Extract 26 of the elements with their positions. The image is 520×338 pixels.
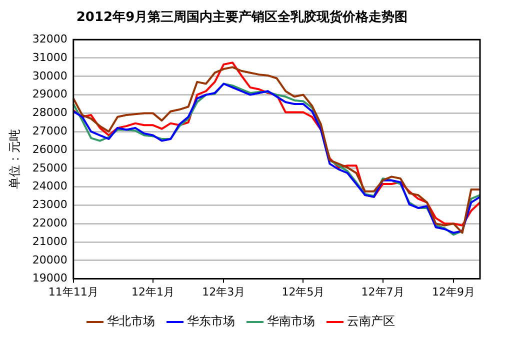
y-axis-title: 单位：元吨 (7, 129, 22, 190)
y-tick-label: 30000 (32, 69, 68, 82)
chart-title: 2012年9月第三周国内主要产销区全乳胶现货价格走势图 (76, 9, 408, 26)
y-tick-label: 22000 (32, 216, 68, 230)
y-tick-label: 21000 (32, 234, 68, 248)
y-tick-label: 29000 (32, 88, 68, 101)
y-tick-label: 19000 (32, 272, 68, 285)
x-tick-label: 12年7月 (361, 285, 404, 298)
legend-label: 云南产区 (347, 314, 395, 328)
x-tick-label: 12年9月 (432, 285, 475, 298)
legend-label: 华南市场 (267, 314, 315, 328)
y-tick-label: 25000 (32, 161, 68, 174)
y-tick-label: 23000 (32, 198, 68, 212)
legend-label: 华北市场 (107, 314, 155, 328)
x-tick-label: 11年11月 (48, 285, 98, 298)
y-tick-label: 20000 (32, 253, 68, 266)
y-tick-label: 27000 (32, 124, 68, 138)
x-tick-label: 12年5月 (282, 285, 325, 298)
y-tick-label: 31000 (32, 50, 68, 64)
y-tick-label: 26000 (32, 142, 68, 156)
y-tick-label: 32000 (32, 32, 68, 46)
y-tick-label: 24000 (32, 180, 68, 193)
x-tick-label: 12年3月 (202, 285, 246, 298)
legend-label: 华东市场 (187, 314, 235, 328)
y-tick-label: 28000 (32, 106, 68, 120)
x-tick-label: 12年1月 (131, 285, 174, 298)
